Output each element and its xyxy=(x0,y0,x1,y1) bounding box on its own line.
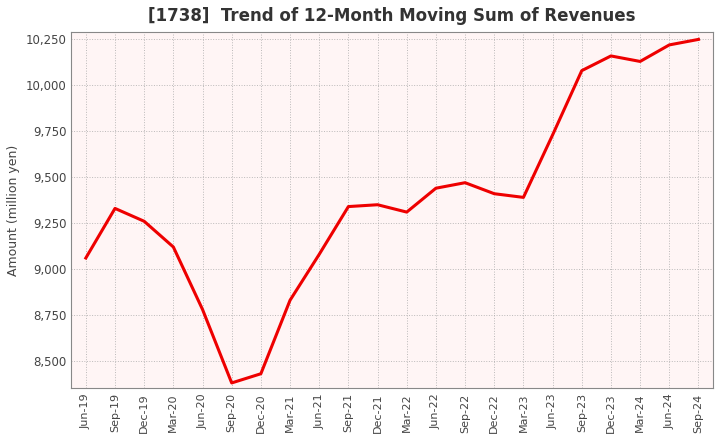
Title: [1738]  Trend of 12-Month Moving Sum of Revenues: [1738] Trend of 12-Month Moving Sum of R… xyxy=(148,7,636,25)
Y-axis label: Amount (million yen): Amount (million yen) xyxy=(7,145,20,276)
